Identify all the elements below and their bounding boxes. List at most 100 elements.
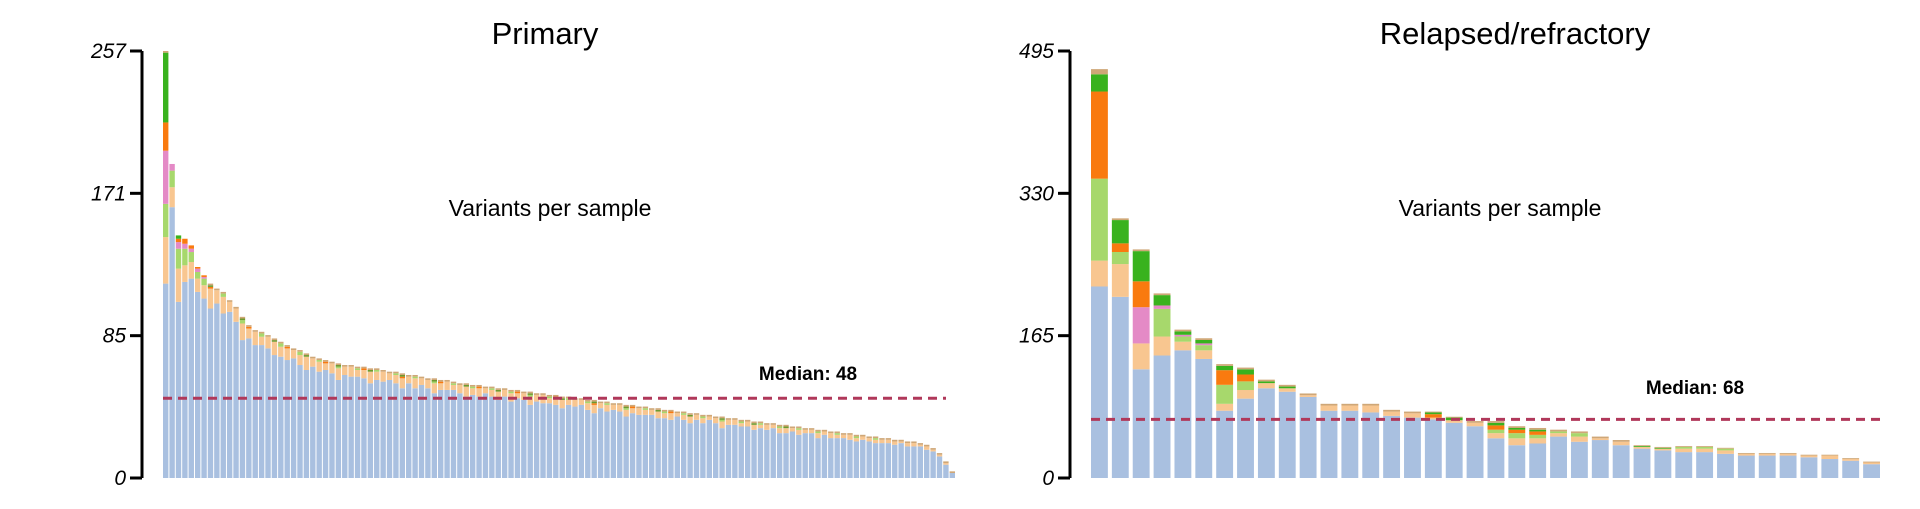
bar-segment-orange (668, 411, 674, 414)
bar-segment-green (1132, 251, 1150, 282)
bar-segment-orange (361, 368, 367, 370)
bar-segment-base (393, 383, 399, 478)
bar-segment-tan (828, 431, 834, 434)
sample-bar (1612, 440, 1630, 478)
bar-segment-tan (1237, 367, 1254, 370)
sample-bar (169, 163, 175, 478)
bar-segment-tan (834, 431, 840, 434)
sample-bar (418, 376, 425, 478)
bar-segment-tan (303, 353, 310, 356)
primary-subtitle: Variants per sample (449, 195, 652, 221)
bar-segment-base (1612, 445, 1630, 478)
bar-segment-base (1424, 419, 1442, 478)
bar-segment-orange (182, 238, 188, 244)
bar-segment-peach (1362, 405, 1380, 413)
bar-segment-base (361, 378, 367, 478)
bar-segment-peach (796, 429, 802, 435)
bar-segment-base (700, 423, 706, 478)
bar-segment-peach (1821, 455, 1839, 460)
bar-segment-base (546, 403, 553, 478)
bar-segment-peach (316, 361, 322, 372)
bar-segment-peach (182, 265, 188, 282)
bar-segment-darkgreen (367, 370, 374, 372)
bar-segment-tan (808, 428, 815, 430)
bar-segment-peach (1174, 341, 1192, 351)
bar-segment-tan (1570, 431, 1588, 434)
sample-bar (706, 414, 712, 478)
sample-bar (252, 330, 258, 478)
sample-bar (1132, 249, 1150, 478)
sample-bar (303, 353, 310, 478)
bar-segment-peach (342, 366, 348, 375)
bar-segment-tan (629, 404, 636, 407)
bar-segment-lightgreen (1487, 429, 1505, 434)
bar-segment-lightgreen (393, 373, 399, 375)
relapsed-median-label: Median: 68 (1646, 378, 1744, 399)
bar-segment-base (284, 360, 290, 478)
sample-bar (329, 361, 335, 478)
bar-segment-tan (1362, 403, 1380, 406)
sample-bar (437, 379, 444, 478)
bar-segment-lightgreen (175, 248, 182, 269)
bar-segment-peach (284, 348, 290, 361)
bar-segment-base (226, 311, 233, 478)
sample-bar (1717, 447, 1734, 478)
sample-bar (521, 391, 527, 478)
relapsed-refractory-panel: Relapsed/refractory Variants per sample … (1019, 16, 1884, 490)
bar-segment-pink (1132, 307, 1150, 344)
bar-segment-tan (399, 373, 406, 375)
bar-segment-tan (367, 368, 374, 370)
bar-segment-peach (764, 424, 770, 430)
bar-segment-lightgreen (188, 252, 194, 263)
sample-bar (828, 431, 834, 478)
bar-segment-base (783, 433, 789, 478)
bar-segment-tan (860, 434, 866, 437)
bar-segment-tan (1466, 421, 1484, 423)
bar-segment-lightgreen (642, 408, 649, 410)
sample-bar (1758, 452, 1776, 478)
bar-segment-lightgreen (1216, 384, 1234, 404)
bar-segment-tan (463, 383, 469, 385)
bar-segment-tan (1320, 403, 1338, 406)
sample-bar (1362, 403, 1380, 478)
bar-segment-tan (1800, 454, 1818, 456)
bar-segment-peach (220, 296, 226, 314)
bar-segment-peach (712, 418, 719, 424)
bar-segment-peach (636, 408, 642, 415)
sample-bar (668, 409, 674, 478)
bar-segment-base (585, 409, 591, 478)
bar-segment-peach (1153, 336, 1171, 356)
sample-bar (687, 413, 693, 478)
bar-segment-lightgreen (1195, 345, 1213, 351)
bar-segment-base (1341, 410, 1359, 478)
bar-segment-tan (514, 389, 521, 392)
bar-segment-lightgreen (374, 370, 380, 372)
bar-segment-tan (482, 386, 489, 389)
bar-segment-darkgreen (751, 423, 757, 425)
bar-segment-base (949, 473, 955, 478)
bar-segment-peach (431, 383, 437, 394)
bar-segment-green (1633, 446, 1651, 447)
bar-segment-base (527, 404, 533, 478)
bar-segment-tan (770, 423, 776, 425)
bar-segment-darkgreen (431, 379, 437, 382)
bar-segment-base (476, 396, 482, 478)
y-tick-label: 0 (114, 467, 126, 490)
bar-segment-lightgreen (258, 333, 265, 337)
bar-segment-tan (265, 335, 271, 337)
bar-segment-tan (693, 413, 700, 415)
bar-segment-base (1278, 391, 1296, 478)
bar-segment-peach (303, 356, 310, 370)
bar-segment-base (463, 396, 469, 478)
bar-segment-peach (444, 381, 450, 390)
bar-segment-base (271, 355, 278, 478)
bar-segment-peach (1737, 453, 1755, 456)
bar-segment-tan (687, 413, 693, 415)
bar-segment-darkgreen (463, 384, 469, 387)
bar-segment-lightgreen (508, 391, 514, 394)
bar-segment-base (744, 426, 751, 478)
bar-segment-lightgreen (354, 368, 361, 370)
sample-bar (214, 288, 220, 478)
primary-panel: Primary Variants per sample Median: 48 0… (90, 16, 955, 490)
relapsed-subtitle: Variants per sample (1399, 195, 1602, 221)
